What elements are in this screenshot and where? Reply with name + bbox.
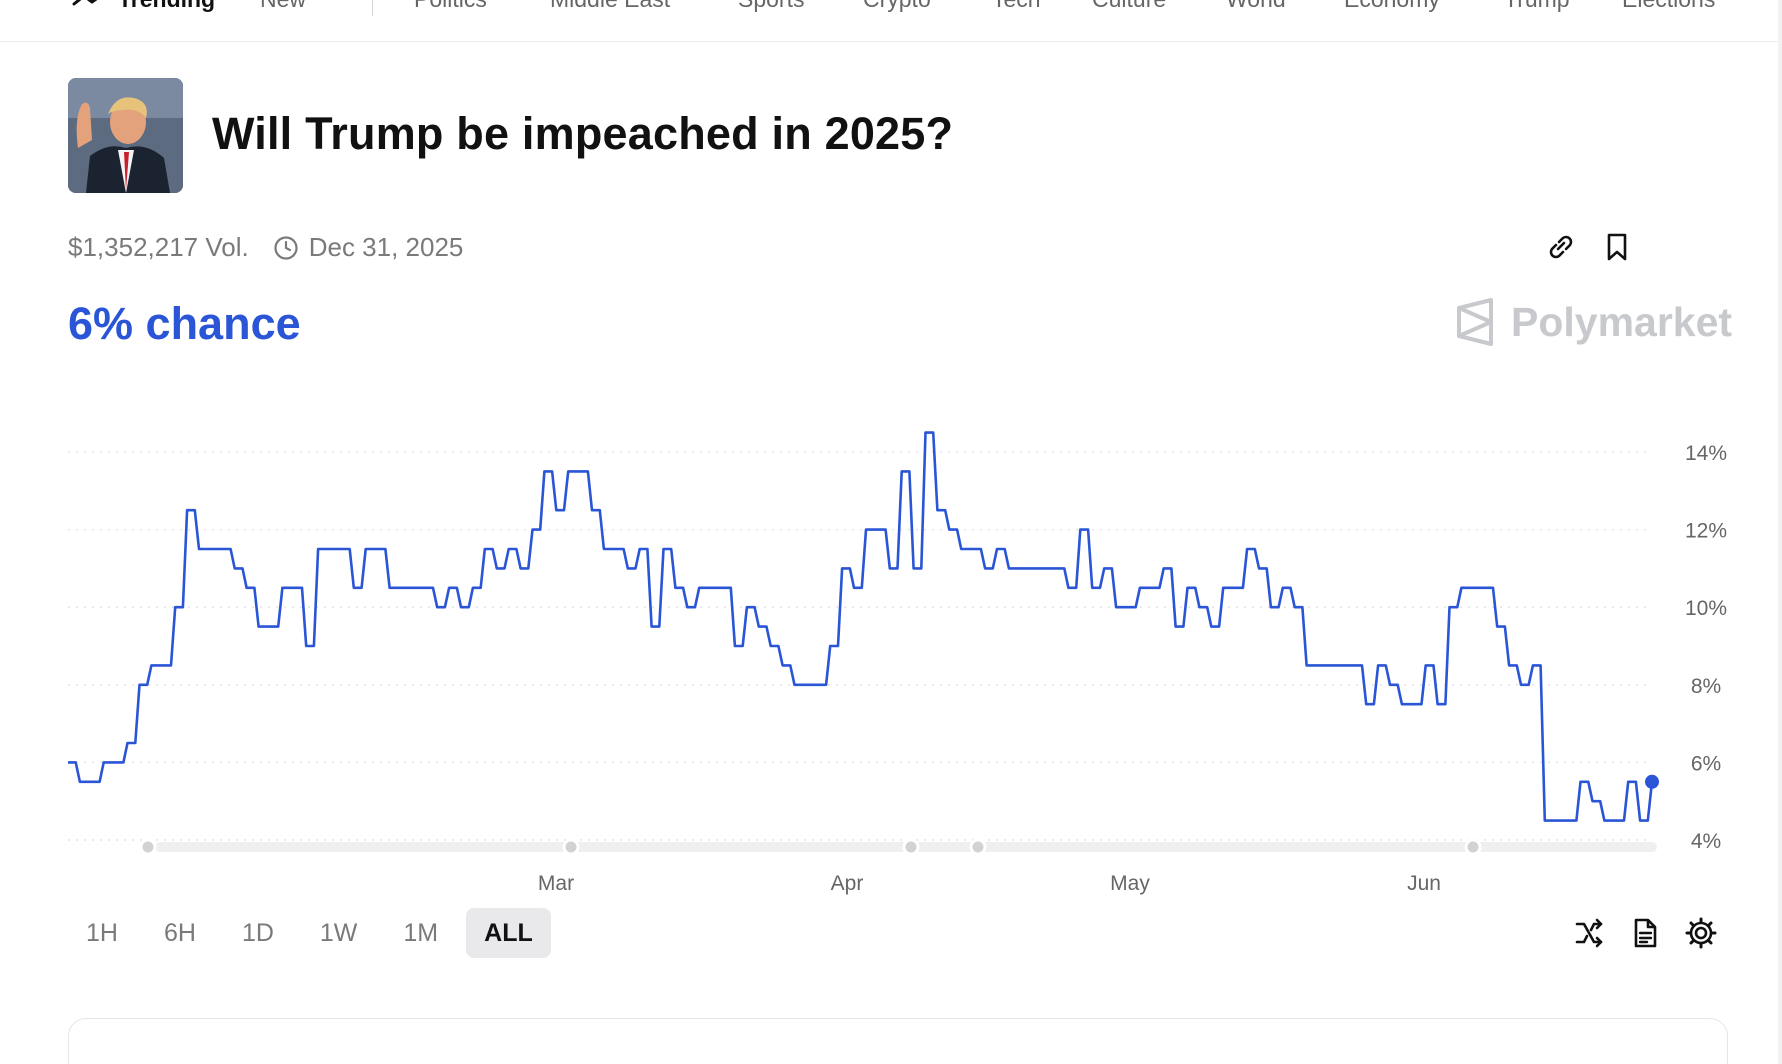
nav-item-trending[interactable]: Trending	[118, 0, 215, 13]
nav-item-middle-east[interactable]: Middle East	[550, 0, 670, 13]
nav-item-politics[interactable]: Politics	[414, 0, 487, 13]
nav-item-new[interactable]: New	[260, 0, 306, 13]
bookmark-icon	[1607, 233, 1627, 261]
time-marker	[902, 838, 920, 856]
range-button-1h[interactable]: 1H	[68, 908, 136, 958]
shuffle-button[interactable]	[1572, 916, 1606, 950]
nav-item-elections[interactable]: Elections	[1622, 0, 1715, 13]
document-icon	[1634, 918, 1657, 948]
nav-item-economy[interactable]: Economy	[1344, 0, 1440, 13]
x-tick-label: Mar	[538, 872, 574, 895]
nav-item-trump[interactable]: Trump	[1504, 0, 1570, 13]
chart-settings-button[interactable]	[1684, 916, 1718, 950]
market-thumbnail	[68, 78, 183, 193]
y-tick-label: 10%	[1685, 597, 1727, 620]
range-button-1w[interactable]: 1W	[302, 908, 376, 958]
time-marker	[139, 838, 157, 856]
x-tick-label: May	[1110, 872, 1150, 895]
link-icon	[1549, 235, 1573, 259]
rules-document-button[interactable]	[1628, 916, 1662, 950]
gear-icon	[1685, 917, 1717, 949]
nav-item-sports[interactable]: Sports	[738, 0, 804, 13]
clock-icon	[274, 235, 298, 260]
market-end-date: Dec 31, 2025	[308, 232, 464, 262]
time-marker	[562, 838, 580, 856]
range-button-1d[interactable]: 1D	[224, 908, 292, 958]
nav-item-tech[interactable]: Tech	[992, 0, 1041, 13]
brand-name: Polymarket	[1511, 298, 1733, 345]
brand-logo: Polymarket	[1453, 298, 1732, 346]
nav-item-crypto[interactable]: Crypto	[863, 0, 931, 13]
shuffle-icon	[1575, 918, 1603, 948]
copy-link-button[interactable]	[1544, 230, 1578, 264]
current-price-dot	[1645, 774, 1659, 789]
nav-item-culture[interactable]: Culture	[1092, 0, 1166, 13]
price-line	[68, 431, 1654, 822]
trending-up-icon	[72, 0, 98, 6]
nav-divider	[372, 0, 373, 16]
y-tick-label: 12%	[1685, 520, 1727, 543]
range-button-all[interactable]: ALL	[466, 908, 551, 958]
time-marker	[969, 838, 987, 856]
x-tick-label: Jun	[1407, 872, 1441, 895]
price-chart[interactable]: 14% 12% 10% 8% 6% 4% Mar Apr May Jun	[0, 400, 1782, 900]
range-button-6h[interactable]: 6H	[146, 908, 214, 958]
y-tick-label: 8%	[1691, 675, 1721, 698]
order-card	[68, 1018, 1728, 1064]
bookmark-button[interactable]	[1600, 230, 1634, 264]
market-title: Will Trump be impeached in 2025?	[212, 108, 954, 159]
polymarket-logo-icon	[1457, 298, 1493, 346]
y-tick-label: 6%	[1691, 752, 1721, 775]
y-tick-label: 4%	[1691, 830, 1721, 853]
top-navigation: Trending New Politics Middle East Sports…	[0, 0, 1782, 42]
scroll-edge	[1778, 0, 1782, 1064]
market-chance: 6% chance	[68, 298, 301, 349]
range-button-1m[interactable]: 1M	[385, 908, 456, 958]
market-meta: $1,352,217 Vol. Dec 31, 2025	[68, 232, 463, 263]
y-tick-label: 14%	[1685, 442, 1727, 465]
market-volume: $1,352,217 Vol.	[68, 232, 249, 262]
time-marker	[1464, 838, 1482, 856]
x-tick-label: Apr	[831, 872, 864, 895]
nav-item-world[interactable]: World	[1226, 0, 1286, 13]
time-range-selector: 1H 6H 1D 1W 1M ALL	[68, 908, 551, 958]
